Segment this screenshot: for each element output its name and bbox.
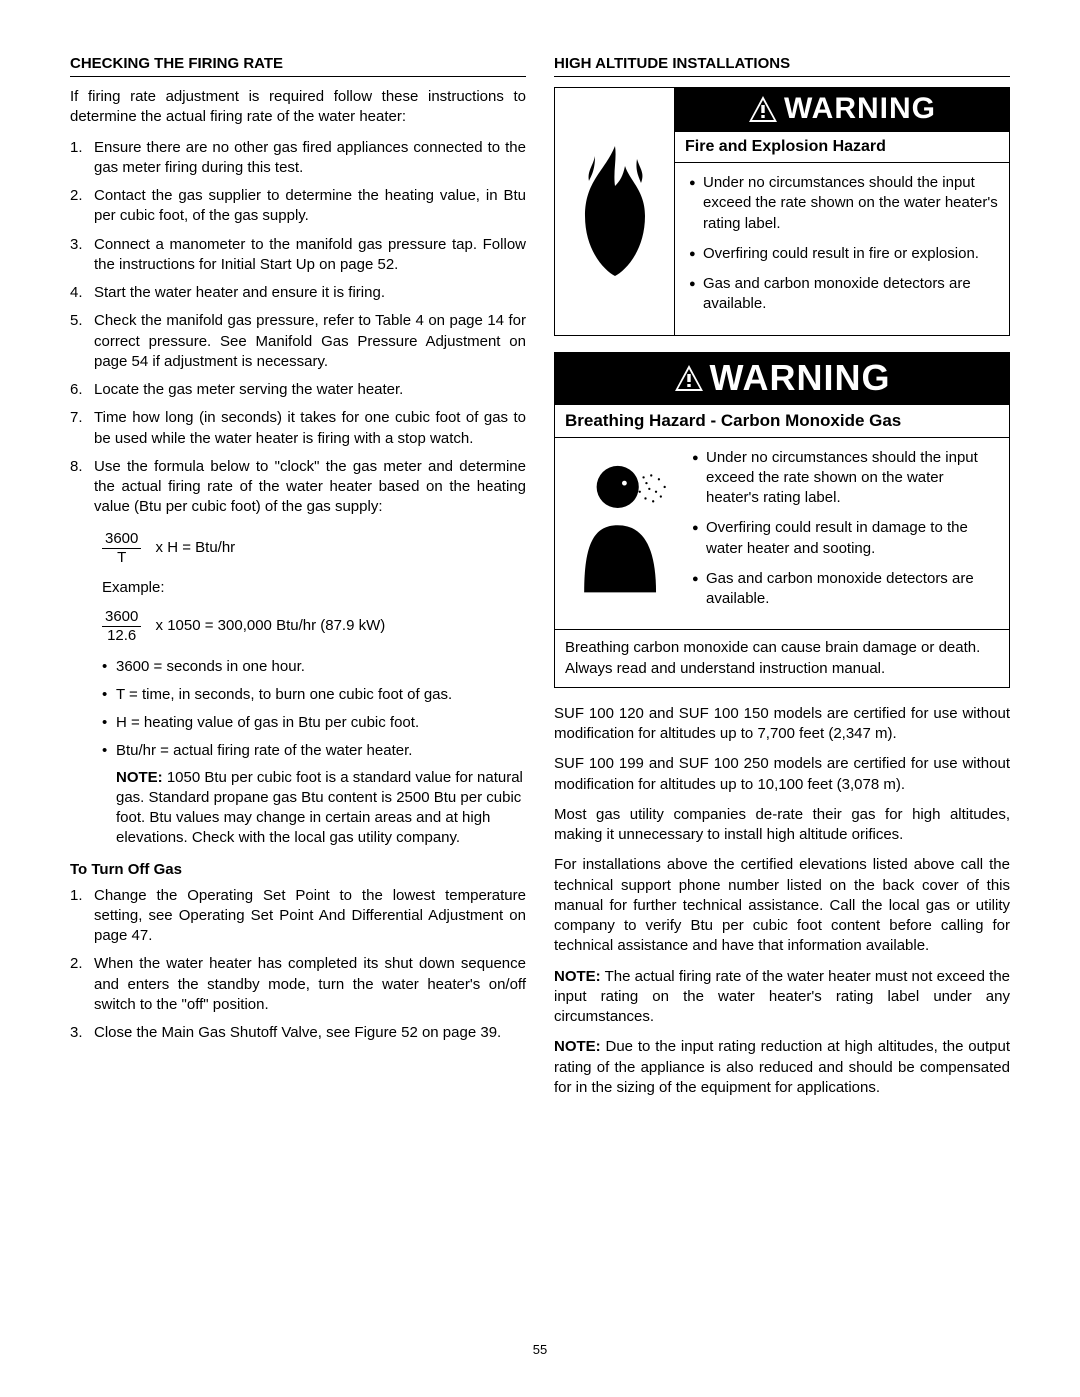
- left-column: CHECKING THE FIRING RATE If firing rate …: [70, 55, 526, 1108]
- fraction-denominator: T: [102, 549, 141, 567]
- person-co-icon: [565, 448, 680, 593]
- hazard-title-co: Breathing Hazard - Carbon Monoxide Gas: [555, 405, 1009, 438]
- intro-paragraph: If firing rate adjustment is required fo…: [70, 87, 526, 128]
- turn-off-steps: Change the Operating Set Point to the lo…: [70, 886, 526, 1044]
- fire-right-panel: WARNING Fire and Explosion Hazard Under …: [675, 88, 1009, 335]
- list-item: Contact the gas supplier to determine th…: [70, 186, 526, 227]
- alert-triangle-icon: [674, 364, 704, 392]
- breathing-hazard-icon: [565, 448, 680, 593]
- fraction: 3600 T: [102, 530, 141, 567]
- hazard-points-fire: Under no circumstances should the input …: [689, 173, 999, 315]
- warning-word: WARNING: [710, 357, 891, 399]
- warning-word: WARNING: [784, 92, 936, 126]
- formula-rhs: x H = Btu/hr: [146, 539, 236, 557]
- list-item: When the water heater has completed its …: [70, 954, 526, 1015]
- right-column: HIGH ALTITUDE INSTALLATIONS: [554, 55, 1010, 1108]
- example-label: Example:: [70, 579, 526, 596]
- list-item: Use the formula below to "clock" the gas…: [70, 457, 526, 518]
- body-paragraph: SUF 100 199 and SUF 100 250 models are c…: [554, 754, 1010, 795]
- fraction: 3600 12.6: [102, 608, 141, 645]
- note-label: NOTE:: [116, 769, 163, 786]
- list-item: Locate the gas meter serving the water h…: [70, 380, 526, 400]
- list-item: Gas and carbon monoxide detectors are av…: [692, 569, 999, 610]
- warning-box-fire: WARNING Fire and Explosion Hazard Under …: [554, 87, 1010, 336]
- hazard-points-co: Under no circumstances should the input …: [692, 448, 999, 620]
- note-paragraph: NOTE: The actual firing rate of the wate…: [554, 967, 1010, 1028]
- warning-header: WARNING: [675, 88, 1009, 132]
- note-text: 1050 Btu per cubic foot is a standard va…: [116, 769, 523, 847]
- list-item: Close the Main Gas Shutoff Valve, see Fi…: [70, 1023, 526, 1043]
- page-number: 55: [533, 1342, 547, 1357]
- hazard-body-fire: Under no circumstances should the input …: [675, 163, 1009, 335]
- body-paragraph: Most gas utility companies de-rate their…: [554, 805, 1010, 846]
- warning-box-co: WARNING Breathing Hazard - Carbon Monoxi…: [554, 352, 1010, 688]
- warning-header: WARNING: [555, 353, 1009, 405]
- formula-generic: 3600 T x H = Btu/hr: [70, 530, 526, 567]
- note-label: NOTE:: [554, 968, 601, 985]
- fraction-numerator: 3600: [102, 530, 141, 549]
- formula-example: 3600 12.6 x 1050 = 300,000 Btu/hr (87.9 …: [70, 608, 526, 645]
- body-paragraph: SUF 100 120 and SUF 100 150 models are c…: [554, 704, 1010, 745]
- alert-triangle-icon: [748, 95, 778, 123]
- note-text: The actual firing rate of the water heat…: [554, 968, 1010, 1026]
- subheading-turn-off-gas: To Turn Off Gas: [70, 861, 526, 878]
- section-heading-firing-rate: CHECKING THE FIRING RATE: [70, 55, 526, 77]
- fire-icon-panel: [555, 88, 675, 335]
- list-item: Check the manifold gas pressure, refer t…: [70, 311, 526, 372]
- hazard-body-co: Under no circumstances should the input …: [555, 438, 1009, 630]
- body-paragraph: For installations above the certified el…: [554, 855, 1010, 956]
- note-paragraph: NOTE: Due to the input rating reduction …: [554, 1037, 1010, 1098]
- list-item: Under no circumstances should the input …: [692, 448, 999, 509]
- formula-rhs: x 1050 = 300,000 Btu/hr (87.9 kW): [146, 617, 386, 635]
- list-item: Btu/hr = actual firing rate of the water…: [102, 741, 526, 848]
- page-content: CHECKING THE FIRING RATE If firing rate …: [70, 55, 1010, 1108]
- definition-list: 3600 = seconds in one hour. T = time, in…: [70, 657, 526, 849]
- list-item: Ensure there are no other gas fired appl…: [70, 138, 526, 179]
- list-item: 3600 = seconds in one hour.: [102, 657, 526, 677]
- section-heading-high-altitude: HIGH ALTITUDE INSTALLATIONS: [554, 55, 1010, 77]
- list-item: Under no circumstances should the input …: [689, 173, 999, 234]
- list-item: Change the Operating Set Point to the lo…: [70, 886, 526, 947]
- hazard-footer-co: Breathing carbon monoxide can cause brai…: [555, 629, 1009, 687]
- list-item: Start the water heater and ensure it is …: [70, 283, 526, 303]
- list-item: Overfiring could result in fire or explo…: [689, 244, 999, 264]
- list-item: Time how long (in seconds) it takes for …: [70, 408, 526, 449]
- list-item: T = time, in seconds, to burn one cubic …: [102, 685, 526, 705]
- fraction-numerator: 3600: [102, 608, 141, 627]
- firing-rate-steps: Ensure there are no other gas fired appl…: [70, 138, 526, 518]
- list-item: Gas and carbon monoxide detectors are av…: [689, 274, 999, 315]
- list-item: Overfiring could result in damage to the…: [692, 518, 999, 559]
- fraction-denominator: 12.6: [102, 627, 141, 645]
- note-label: NOTE:: [554, 1038, 601, 1055]
- hazard-title-fire: Fire and Explosion Hazard: [675, 132, 1009, 163]
- note-block: NOTE: 1050 Btu per cubic foot is a stand…: [116, 768, 526, 849]
- list-item: H = heating value of gas in Btu per cubi…: [102, 713, 526, 733]
- note-text: Due to the input rating reduction at hig…: [554, 1038, 1010, 1096]
- list-item: Connect a manometer to the manifold gas …: [70, 235, 526, 276]
- flame-icon: [565, 136, 665, 286]
- def-text: Btu/hr = actual firing rate of the water…: [116, 742, 412, 759]
